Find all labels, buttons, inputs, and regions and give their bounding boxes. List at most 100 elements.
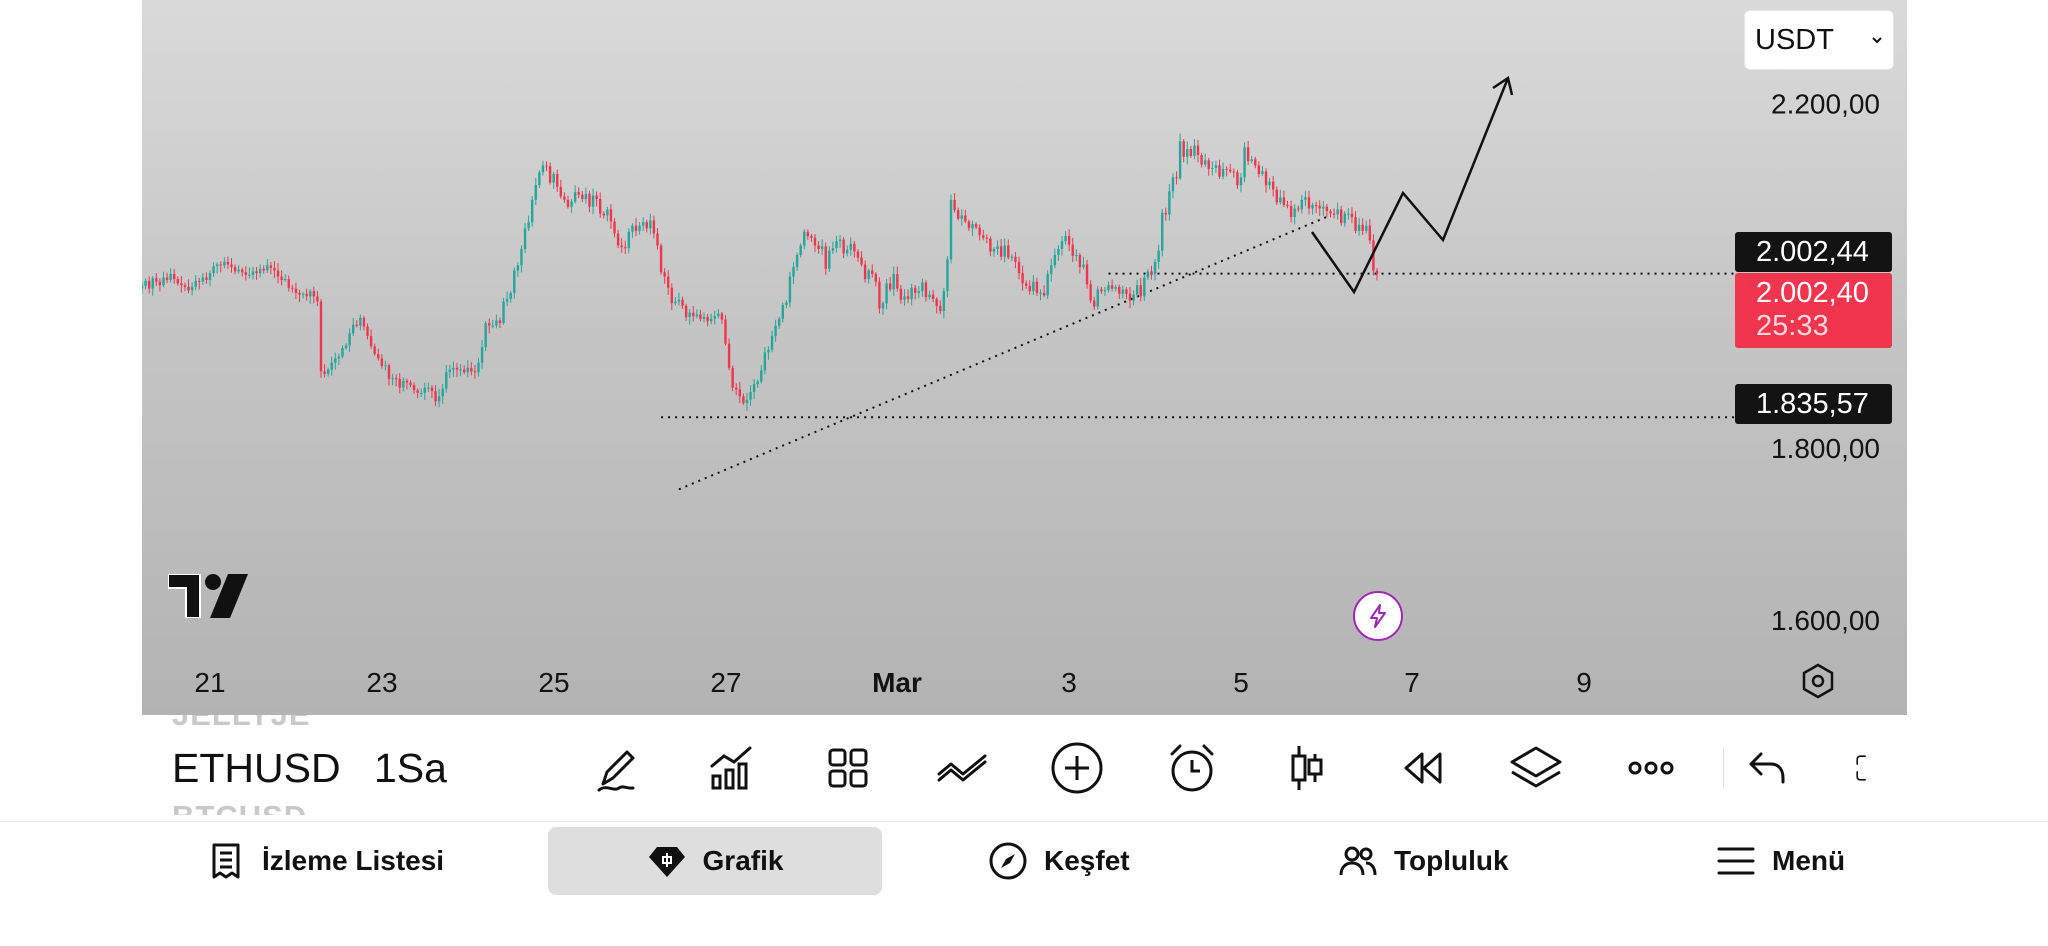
candle-body	[158, 281, 162, 286]
candle-body	[602, 213, 605, 216]
candle-body	[824, 246, 827, 269]
alert-icon[interactable]	[1164, 740, 1220, 796]
candle-body	[985, 237, 989, 239]
currency-select[interactable]: USDT	[1744, 10, 1894, 70]
chart-settings-icon[interactable]	[1800, 663, 1836, 699]
candle-body	[641, 222, 645, 226]
symbol-next[interactable]: BTCUSD	[172, 799, 308, 834]
candle-body	[1182, 141, 1185, 157]
candle-body	[914, 287, 917, 293]
candle-body	[1135, 285, 1139, 295]
interval-selector[interactable]: 1Sa	[374, 745, 447, 791]
candle-body	[684, 305, 688, 318]
candle-body	[1261, 171, 1264, 175]
candle-body	[1325, 206, 1329, 212]
candle-body	[151, 278, 154, 289]
nav-community-label: Topluluk	[1394, 845, 1509, 876]
symbol-prev[interactable]: JELLYJE	[172, 697, 311, 732]
candle-body	[1082, 264, 1085, 268]
candle-body	[462, 369, 466, 373]
candle-body	[1297, 208, 1300, 210]
candle-body	[738, 389, 742, 397]
tradingview-logo-icon	[168, 574, 248, 618]
layers-icon[interactable]	[1508, 740, 1564, 796]
compare-icon[interactable]	[935, 740, 991, 796]
candle-body	[1021, 273, 1024, 284]
candle-body	[1046, 273, 1049, 296]
candle-body	[373, 346, 376, 355]
price-tick-label: 1.800,00	[1771, 433, 1880, 464]
price-chart[interactable]: 2.200,00 1.800,00 1.600,00 21 23 25 27 Mar 3 5 7 9	[142, 0, 1907, 715]
candle-body	[488, 323, 491, 326]
fullscreen-icon[interactable]	[1854, 740, 1884, 796]
candle-body	[420, 392, 423, 394]
candle-body	[337, 356, 341, 359]
add-icon[interactable]	[1049, 740, 1105, 796]
candle-body	[187, 286, 190, 291]
candle-body	[341, 348, 344, 357]
candle-body	[434, 391, 437, 402]
candle-body	[377, 354, 380, 359]
candle-body	[817, 245, 820, 249]
nav-explore[interactable]: Keşfet	[988, 827, 1130, 895]
candle-body	[645, 222, 648, 229]
candle-body	[348, 333, 351, 346]
candle-body	[989, 238, 992, 252]
candle-body	[215, 264, 219, 267]
nav-community[interactable]: Topluluk	[1338, 827, 1509, 895]
candle-body	[423, 387, 426, 393]
candle-body	[530, 199, 534, 223]
candle-body	[1186, 149, 1189, 157]
candle-body	[251, 271, 255, 275]
nav-watchlist[interactable]: İzleme Listesi	[206, 827, 444, 895]
candle-body	[792, 267, 795, 277]
candle-body	[559, 186, 563, 197]
candle-body	[756, 381, 759, 385]
projection-layer	[1310, 75, 1514, 295]
candle-body	[928, 294, 931, 298]
candle-body	[280, 276, 283, 280]
people-icon	[1339, 846, 1377, 876]
candle-body	[967, 221, 971, 229]
candle-type-icon[interactable]	[1279, 740, 1335, 796]
candle-body	[1329, 211, 1332, 214]
candle-body	[1322, 206, 1325, 209]
candle-body	[352, 324, 355, 334]
candle-body	[631, 225, 634, 232]
candle-body	[713, 316, 716, 319]
candle-body	[409, 382, 412, 386]
candle-body	[1368, 225, 1372, 241]
nav-menu[interactable]: Menü	[1716, 827, 1845, 895]
candle-body	[1071, 244, 1074, 256]
candle-body	[552, 174, 555, 183]
toolbar-divider	[1723, 748, 1724, 788]
candle-body	[1039, 292, 1042, 294]
pen-icon[interactable]	[589, 740, 645, 796]
candle-body	[1350, 213, 1354, 218]
flash-icon[interactable]	[1353, 591, 1403, 641]
chart-area[interactable]: 2.200,00 1.800,00 1.600,00 21 23 25 27 Mar 3 5 7 9…	[142, 0, 1907, 715]
symbol-selector[interactable]: ETHUSD	[172, 745, 341, 791]
candle-body	[896, 273, 899, 289]
price-tick-label: 2.200,00	[1771, 88, 1880, 119]
templates-icon[interactable]	[820, 740, 876, 796]
undo-icon[interactable]	[1739, 740, 1795, 796]
candle-body	[330, 362, 333, 370]
indicators-icon[interactable]	[704, 740, 760, 796]
more-icon[interactable]	[1623, 740, 1679, 796]
candle-body	[885, 283, 888, 304]
price-axis: 2.200,00 1.800,00 1.600,00	[1771, 88, 1880, 636]
candle-body	[1318, 205, 1321, 209]
candle-body	[1110, 285, 1114, 289]
nav-chart[interactable]: Grafik	[548, 827, 882, 895]
candle-body	[1254, 159, 1257, 166]
time-axis: 21 23 25 27 Mar 3 5 7 9	[194, 667, 1591, 698]
candle-body	[599, 198, 602, 214]
candle-body	[1211, 167, 1214, 169]
candle-body	[810, 236, 813, 238]
candle-body	[319, 301, 323, 372]
candle-body	[362, 317, 366, 327]
replay-icon[interactable]	[1394, 740, 1450, 796]
candle-body	[591, 195, 595, 207]
candle-body	[169, 273, 172, 280]
